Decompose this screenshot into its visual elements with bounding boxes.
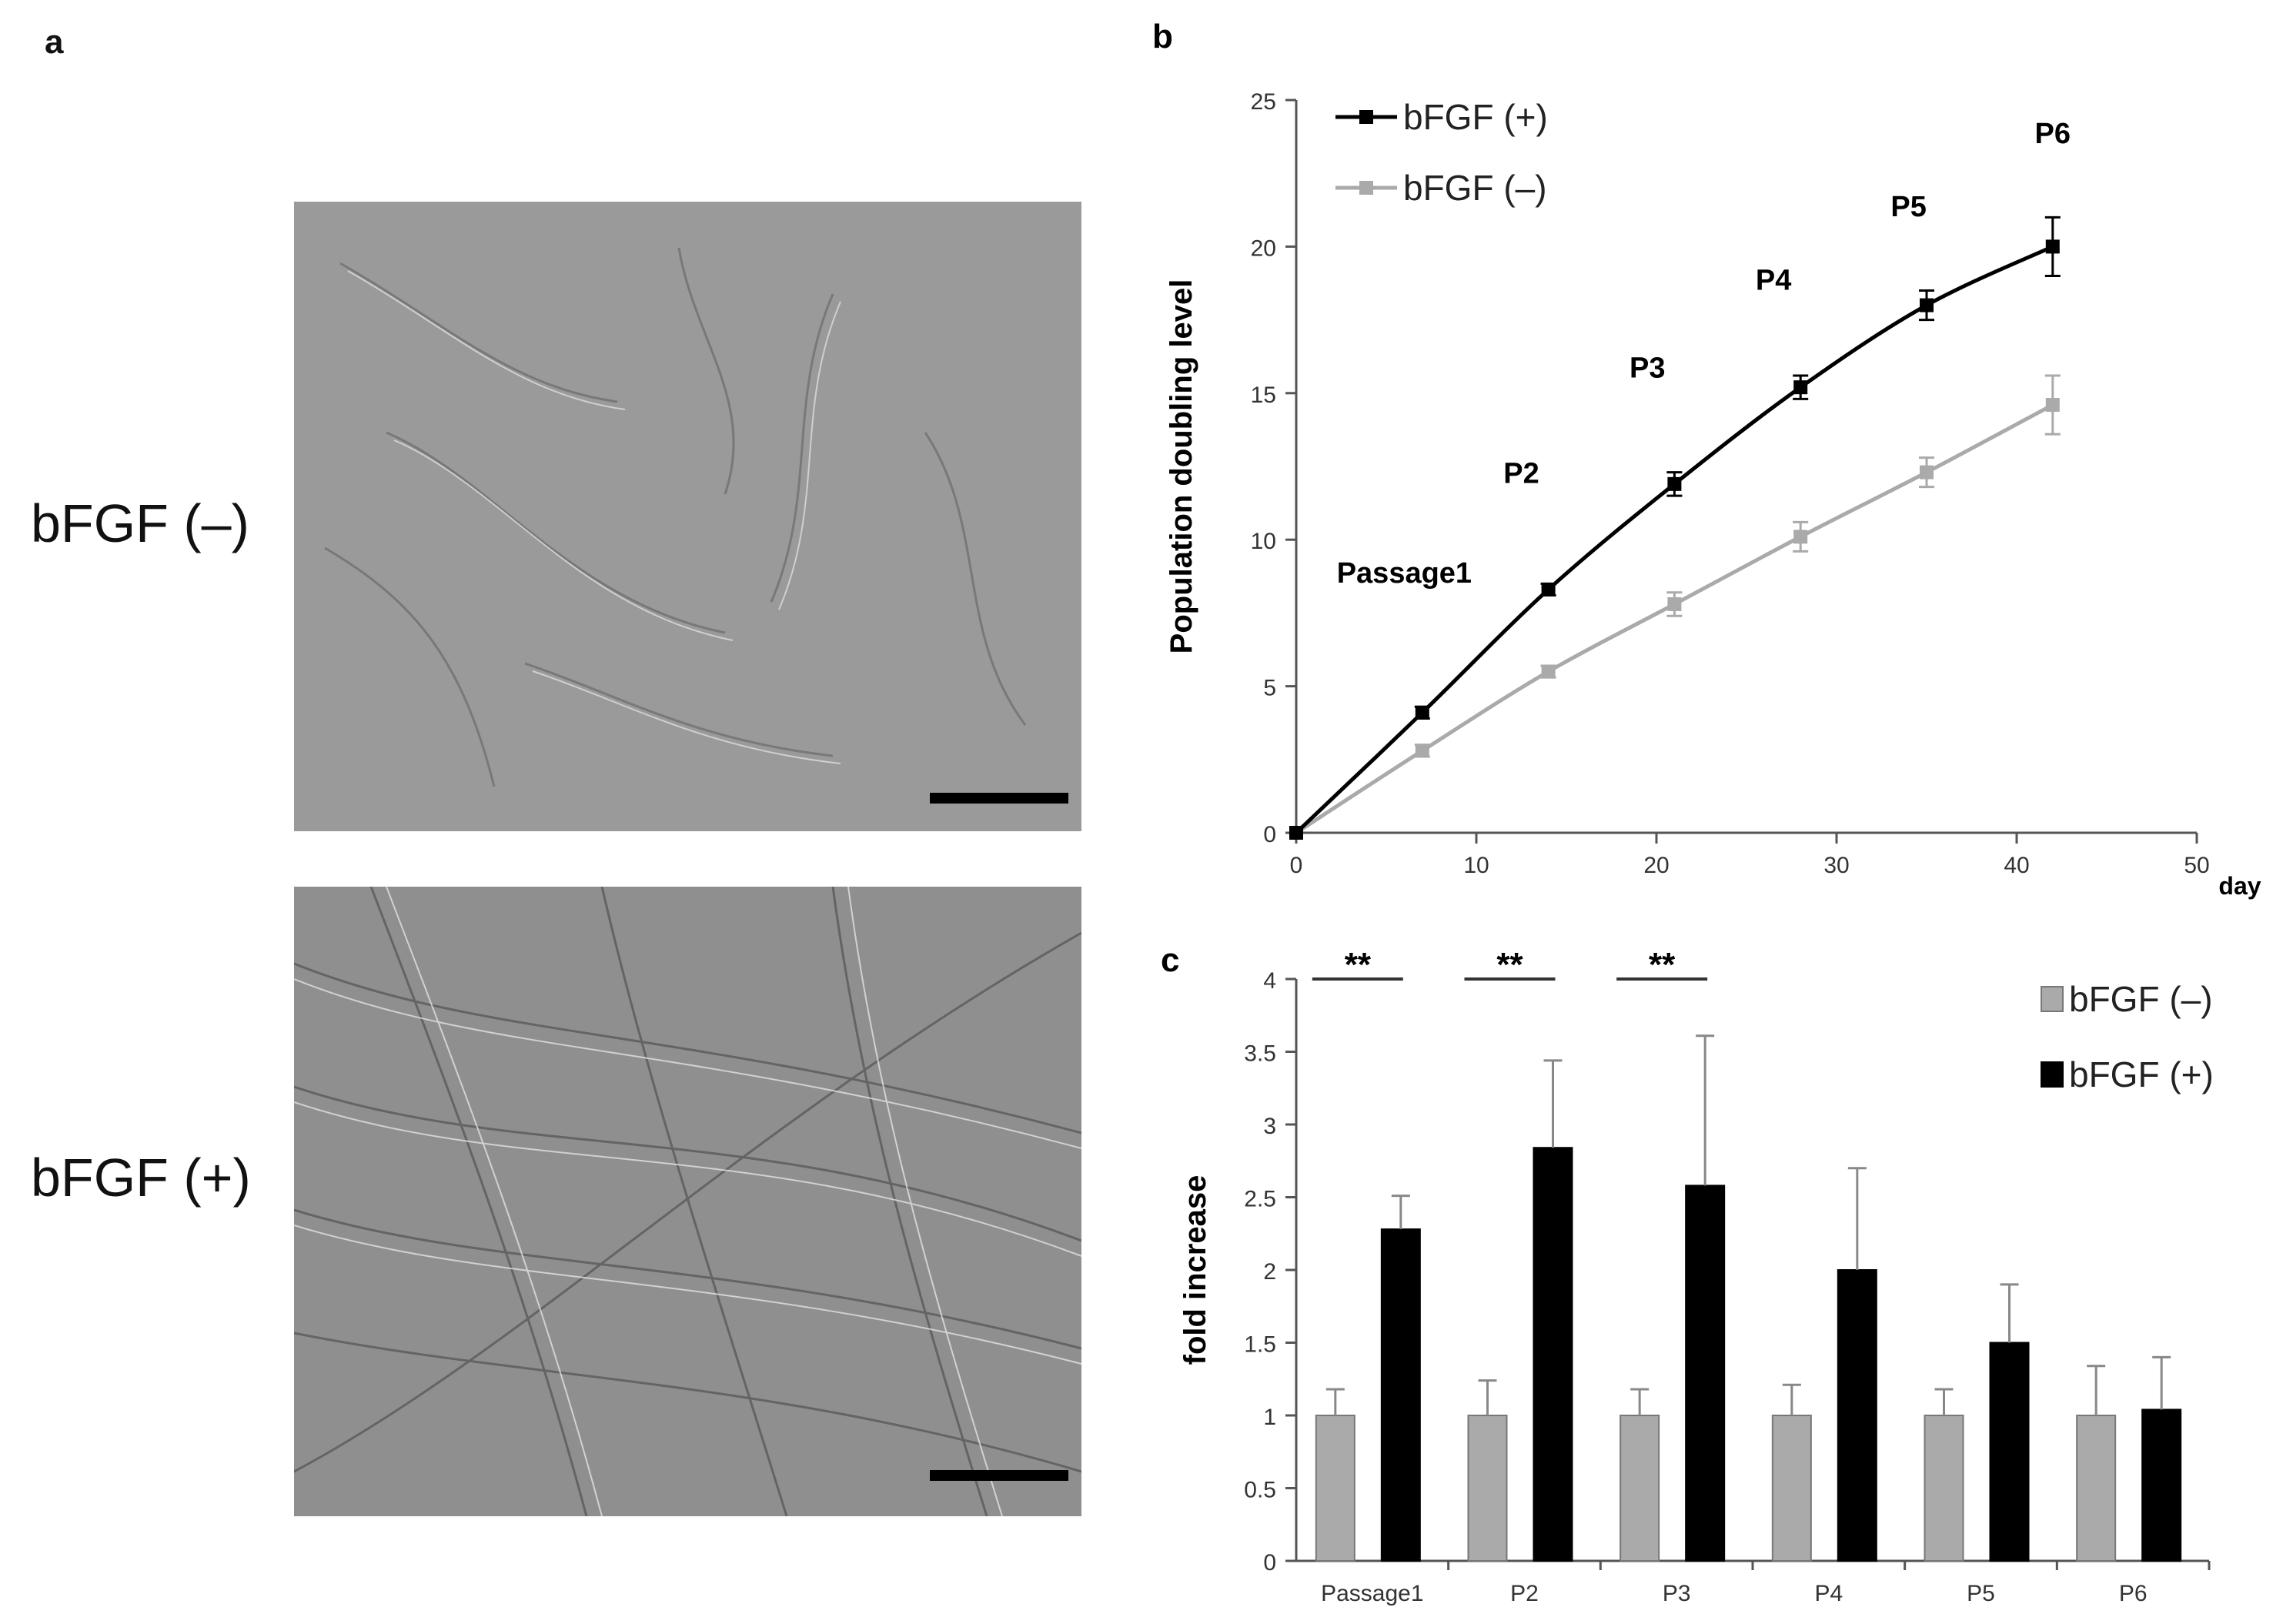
y-tick-label: 2.5	[1244, 1187, 1276, 1212]
data-point	[1415, 705, 1429, 720]
x-tick-label: 20	[1643, 853, 1669, 878]
panel-label-a: a	[45, 23, 64, 61]
x-tick-label: P2	[1510, 1581, 1539, 1606]
data-point	[1920, 298, 1934, 312]
data-point	[1920, 465, 1934, 480]
data-point	[1541, 664, 1556, 679]
condition-label-bfgf-minus: bFGF (–)	[31, 493, 249, 553]
y-tick-label: 5	[1263, 676, 1276, 701]
x-tick-label: 30	[1823, 853, 1849, 878]
passage-annotation: Passage1	[1337, 557, 1472, 590]
y-tick-label: 4	[1263, 968, 1276, 994]
legend-label: bFGF (+)	[2069, 1054, 2214, 1094]
y-tick-label: 10	[1251, 529, 1276, 554]
series-line	[1295, 403, 2054, 835]
bar-bfgf-plus	[1533, 1147, 1573, 1562]
passage-annotation: P4	[1756, 264, 1791, 296]
y-axis-label: Population doubling level	[1165, 279, 1198, 654]
series-line	[1295, 245, 2054, 834]
x-axis-label: day	[2218, 872, 2261, 900]
x-tick-label: P3	[1663, 1581, 1691, 1606]
significance-mark: **	[1649, 946, 1676, 984]
data-point	[1289, 826, 1303, 840]
x-tick-label: 40	[2004, 853, 2029, 878]
bar-bfgf-minus	[1619, 1415, 1660, 1562]
data-point	[1793, 530, 1808, 544]
x-tick-label: 10	[1463, 853, 1489, 878]
micrograph-bfgf-minus	[294, 202, 1081, 831]
legend-label: bFGF (–)	[1403, 168, 1547, 208]
bar-bfgf-minus	[1924, 1415, 1964, 1562]
legend-swatch	[2041, 1061, 2064, 1088]
legend-swatch	[2041, 986, 2064, 1012]
y-tick-label: 0.5	[1244, 1478, 1276, 1503]
bar-bfgf-plus	[2141, 1408, 2182, 1562]
data-point	[1667, 596, 1682, 611]
legend-label: bFGF (+)	[1403, 97, 1548, 137]
bar-bfgf-plus	[1989, 1342, 2030, 1562]
passage-annotation: P3	[1630, 353, 1665, 385]
condition-label-bfgf-plus: bFGF (+)	[31, 1148, 251, 1208]
bar-bfgf-plus	[1837, 1269, 1877, 1562]
data-point	[2045, 239, 2060, 254]
significance-mark: **	[1345, 946, 1372, 984]
panel-label-c: c	[1161, 941, 1179, 979]
passage-annotation: P2	[1503, 458, 1539, 490]
bar-bfgf-plus	[1685, 1185, 1726, 1562]
bar-bfgf-minus	[1771, 1415, 1812, 1562]
scale-bar	[930, 1470, 1068, 1481]
data-point	[1541, 582, 1556, 596]
y-axis-label: fold increase	[1178, 1175, 1212, 1365]
x-tick-label: 50	[2184, 853, 2209, 878]
x-tick-label: P4	[1814, 1581, 1843, 1606]
panel-label-b: b	[1152, 18, 1173, 55]
data-point	[1667, 476, 1682, 491]
y-tick-label: 1	[1263, 1405, 1276, 1430]
bar-bfgf-minus	[1467, 1415, 1508, 1562]
data-point	[1289, 826, 1303, 840]
passage-annotation: P5	[1890, 191, 1926, 223]
legend-label: bFGF (–)	[2069, 979, 2213, 1019]
significance-mark: **	[1496, 946, 1523, 984]
bar-bfgf-minus	[1315, 1415, 1355, 1562]
y-tick-label: 1.5	[1244, 1332, 1276, 1358]
bar-bfgf-plus	[1380, 1228, 1421, 1562]
y-tick-label: 3.5	[1244, 1041, 1276, 1067]
micrograph-bfgf-plus	[294, 887, 1081, 1516]
legend-marker	[1359, 181, 1373, 195]
y-tick-label: 25	[1251, 89, 1276, 115]
y-tick-label: 0	[1263, 1550, 1276, 1576]
x-tick-label: P6	[2119, 1581, 2148, 1606]
y-tick-label: 15	[1251, 383, 1276, 408]
scale-bar	[930, 793, 1068, 804]
data-point	[1793, 380, 1808, 395]
bar-bfgf-minus	[2076, 1415, 2117, 1562]
x-tick-label: 0	[1290, 853, 1303, 878]
y-tick-label: 20	[1251, 236, 1276, 261]
data-point	[2045, 398, 2060, 413]
x-tick-label: Passage1	[1321, 1581, 1423, 1606]
y-tick-label: 2	[1263, 1259, 1276, 1285]
passage-annotation: P6	[2035, 118, 2071, 150]
x-tick-label: P5	[1967, 1581, 1995, 1606]
data-point	[1415, 743, 1429, 758]
y-tick-label: 3	[1263, 1114, 1276, 1139]
y-tick-label: 0	[1263, 822, 1276, 847]
legend-marker	[1359, 110, 1373, 124]
